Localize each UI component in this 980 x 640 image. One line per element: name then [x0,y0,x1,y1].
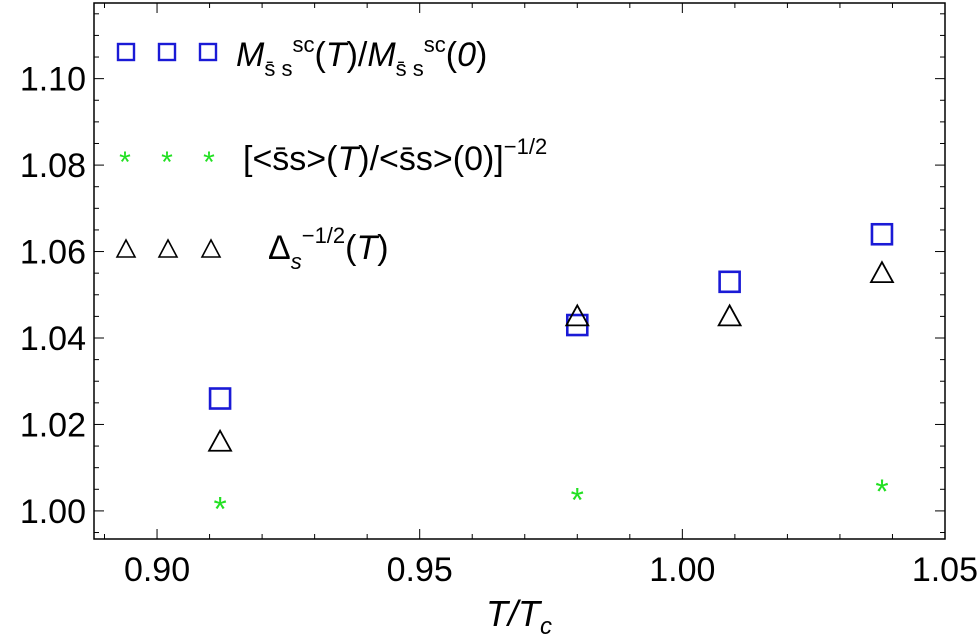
y-tick-label: 1.06 [20,234,86,272]
data-marks: * * * [207,222,895,528]
data-point-star: * [213,490,226,528]
legend-entry-delta: Δs−1/2(T) [115,223,389,274]
x-tick-label: 0.95 [387,551,453,589]
data-point-star: * [875,473,888,511]
x-axis-label: T/Tc [486,593,552,640]
plot-frame-group [93,2,946,540]
data-point-star: * [571,482,584,520]
y-tick-label: 1.02 [20,406,86,444]
data-point-square [718,270,741,294]
legend-marker-star-2: * [161,146,173,179]
legend-marker-triangle-2 [157,238,179,258]
legend-marker-square-3 [198,42,218,62]
x-tick-label: 1.00 [649,551,715,589]
data-point-triangle [869,260,895,284]
data-point-square [208,387,232,410]
legend-entry-mass-ratio: Ms̄ ssc(T)/Ms̄ ssc(0) [116,32,487,81]
legend-label-delta: Δs−1/2(T) [268,223,389,274]
legend-entry-condensate-ratio: * * * [<s̄s>(T)/<s̄s>(0)]−1/2 [119,134,547,179]
legend-label-mass-ratio: Ms̄ ssc(T)/Ms̄ ssc(0) [236,32,487,81]
legend-marker-square-2 [157,42,177,62]
plot-frame [93,2,946,540]
y-tick-label: 1.00 [20,493,86,531]
y-tick-label: 1.10 [20,61,86,99]
legend-marker-star-3: * [203,146,215,179]
x-tick-label: 0.90 [124,551,190,589]
y-tick-label: 1.08 [20,147,86,185]
y-tick-label: 1.04 [20,320,86,358]
legend-marker-triangle-3 [200,238,222,258]
data-point-triangle [717,303,743,327]
x-tick-label: 1.05 [912,551,978,589]
x-axis-ticks: 0.90 0.95 1.00 1.05 [104,3,978,589]
y-axis-ticks: 1.00 1.02 1.04 1.06 1.08 1.10 [20,13,945,534]
legend: Ms̄ ssc(T)/Ms̄ ssc(0) * * * [<s̄s>(T)/<s… [115,32,547,274]
legend-marker-star-1: * [119,146,131,179]
legend-marker-triangle-1 [115,238,137,258]
data-point-triangle [207,428,233,452]
legend-label-condensate-ratio: [<s̄s>(T)/<s̄s>(0)]−1/2 [243,134,547,178]
data-point-square [870,222,894,246]
data-point-triangle [564,303,590,327]
legend-marker-square-1 [116,42,136,62]
